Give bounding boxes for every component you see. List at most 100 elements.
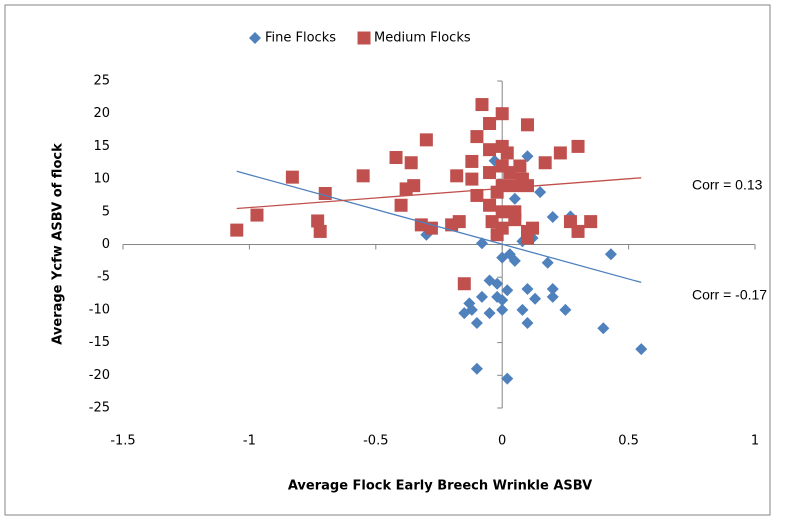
point — [546, 290, 559, 303]
trendline — [236, 177, 642, 210]
y-tick-label: 25 — [93, 74, 110, 89]
point — [490, 228, 504, 242]
point — [538, 156, 552, 170]
x-axis-label: Average Flock Early Breech Wrinkle ASBV — [288, 479, 592, 494]
point — [470, 188, 484, 202]
y-tick-label: -15 — [89, 335, 110, 350]
point — [501, 284, 514, 297]
point — [483, 307, 496, 320]
point — [485, 215, 499, 229]
x-tick-label: 1 — [751, 434, 759, 449]
point — [553, 146, 567, 160]
point — [516, 303, 529, 316]
point — [520, 179, 534, 193]
point — [465, 154, 479, 168]
point — [394, 198, 408, 212]
point — [563, 215, 577, 229]
point — [529, 292, 542, 305]
point — [313, 224, 327, 238]
point — [475, 98, 489, 112]
y-tick-label: 0 — [102, 237, 110, 252]
chart-border — [4, 4, 771, 516]
point — [475, 237, 488, 250]
point — [318, 186, 332, 200]
y-tick-label: -5 — [97, 270, 110, 285]
y-tick-label: 5 — [102, 204, 110, 219]
point — [521, 316, 534, 329]
point — [508, 213, 522, 227]
legend-label: Medium Flocks — [374, 31, 471, 46]
point — [604, 248, 617, 261]
legend-label: Fine Flocks — [265, 31, 336, 46]
point — [635, 343, 648, 356]
point — [495, 205, 509, 219]
point — [452, 215, 466, 229]
point — [597, 322, 610, 335]
point — [521, 150, 534, 163]
point — [520, 118, 534, 132]
point — [513, 159, 527, 173]
y-tick-label: -20 — [89, 368, 110, 383]
point — [496, 303, 509, 316]
point — [450, 169, 464, 183]
point — [483, 198, 497, 212]
point — [534, 186, 547, 199]
point — [541, 256, 554, 269]
trendline — [236, 170, 642, 284]
point — [470, 316, 483, 329]
point — [470, 362, 483, 375]
point — [419, 133, 433, 147]
point — [483, 166, 497, 180]
y-tick-label: -10 — [89, 302, 110, 317]
point — [501, 372, 514, 385]
x-tick-label: -1.5 — [110, 434, 135, 449]
legend-marker — [357, 31, 371, 45]
point — [475, 290, 488, 303]
point — [407, 179, 421, 193]
x-tick-label: -1 — [243, 434, 256, 449]
point — [404, 156, 418, 170]
point — [465, 172, 479, 186]
point — [571, 139, 585, 153]
point — [424, 221, 438, 235]
point — [584, 215, 598, 229]
y-axis-label: Average Ycfw ASBV of flock — [51, 143, 66, 345]
point — [483, 117, 497, 131]
y-tick-label: 15 — [93, 139, 110, 154]
point — [496, 294, 509, 307]
x-tick-label: 0.5 — [618, 434, 639, 449]
point — [483, 143, 497, 157]
point — [311, 214, 325, 228]
point — [495, 107, 509, 121]
point — [491, 277, 504, 290]
point — [463, 297, 476, 310]
point — [458, 307, 471, 320]
point — [495, 179, 509, 193]
legend-marker — [249, 32, 261, 44]
point — [457, 277, 471, 291]
point — [571, 224, 585, 238]
y-tick-label: 10 — [93, 172, 110, 187]
point — [521, 282, 534, 295]
point — [546, 282, 559, 295]
point — [389, 151, 403, 165]
annotation: Corr = 0.13 — [692, 177, 763, 193]
annotation: Corr = -0.17 — [692, 287, 767, 303]
point — [356, 169, 370, 183]
x-tick-label: 0 — [498, 434, 506, 449]
x-tick-label: -0.5 — [363, 434, 388, 449]
point — [546, 211, 559, 224]
y-tick-label: 20 — [93, 106, 110, 121]
point — [496, 251, 509, 264]
point — [285, 170, 299, 184]
point — [520, 224, 534, 238]
point — [559, 303, 572, 316]
point — [230, 223, 244, 237]
y-tick-label: -25 — [89, 401, 110, 416]
point — [500, 146, 514, 160]
point — [503, 166, 517, 180]
point — [470, 130, 484, 144]
point — [250, 208, 264, 222]
point — [508, 254, 521, 267]
